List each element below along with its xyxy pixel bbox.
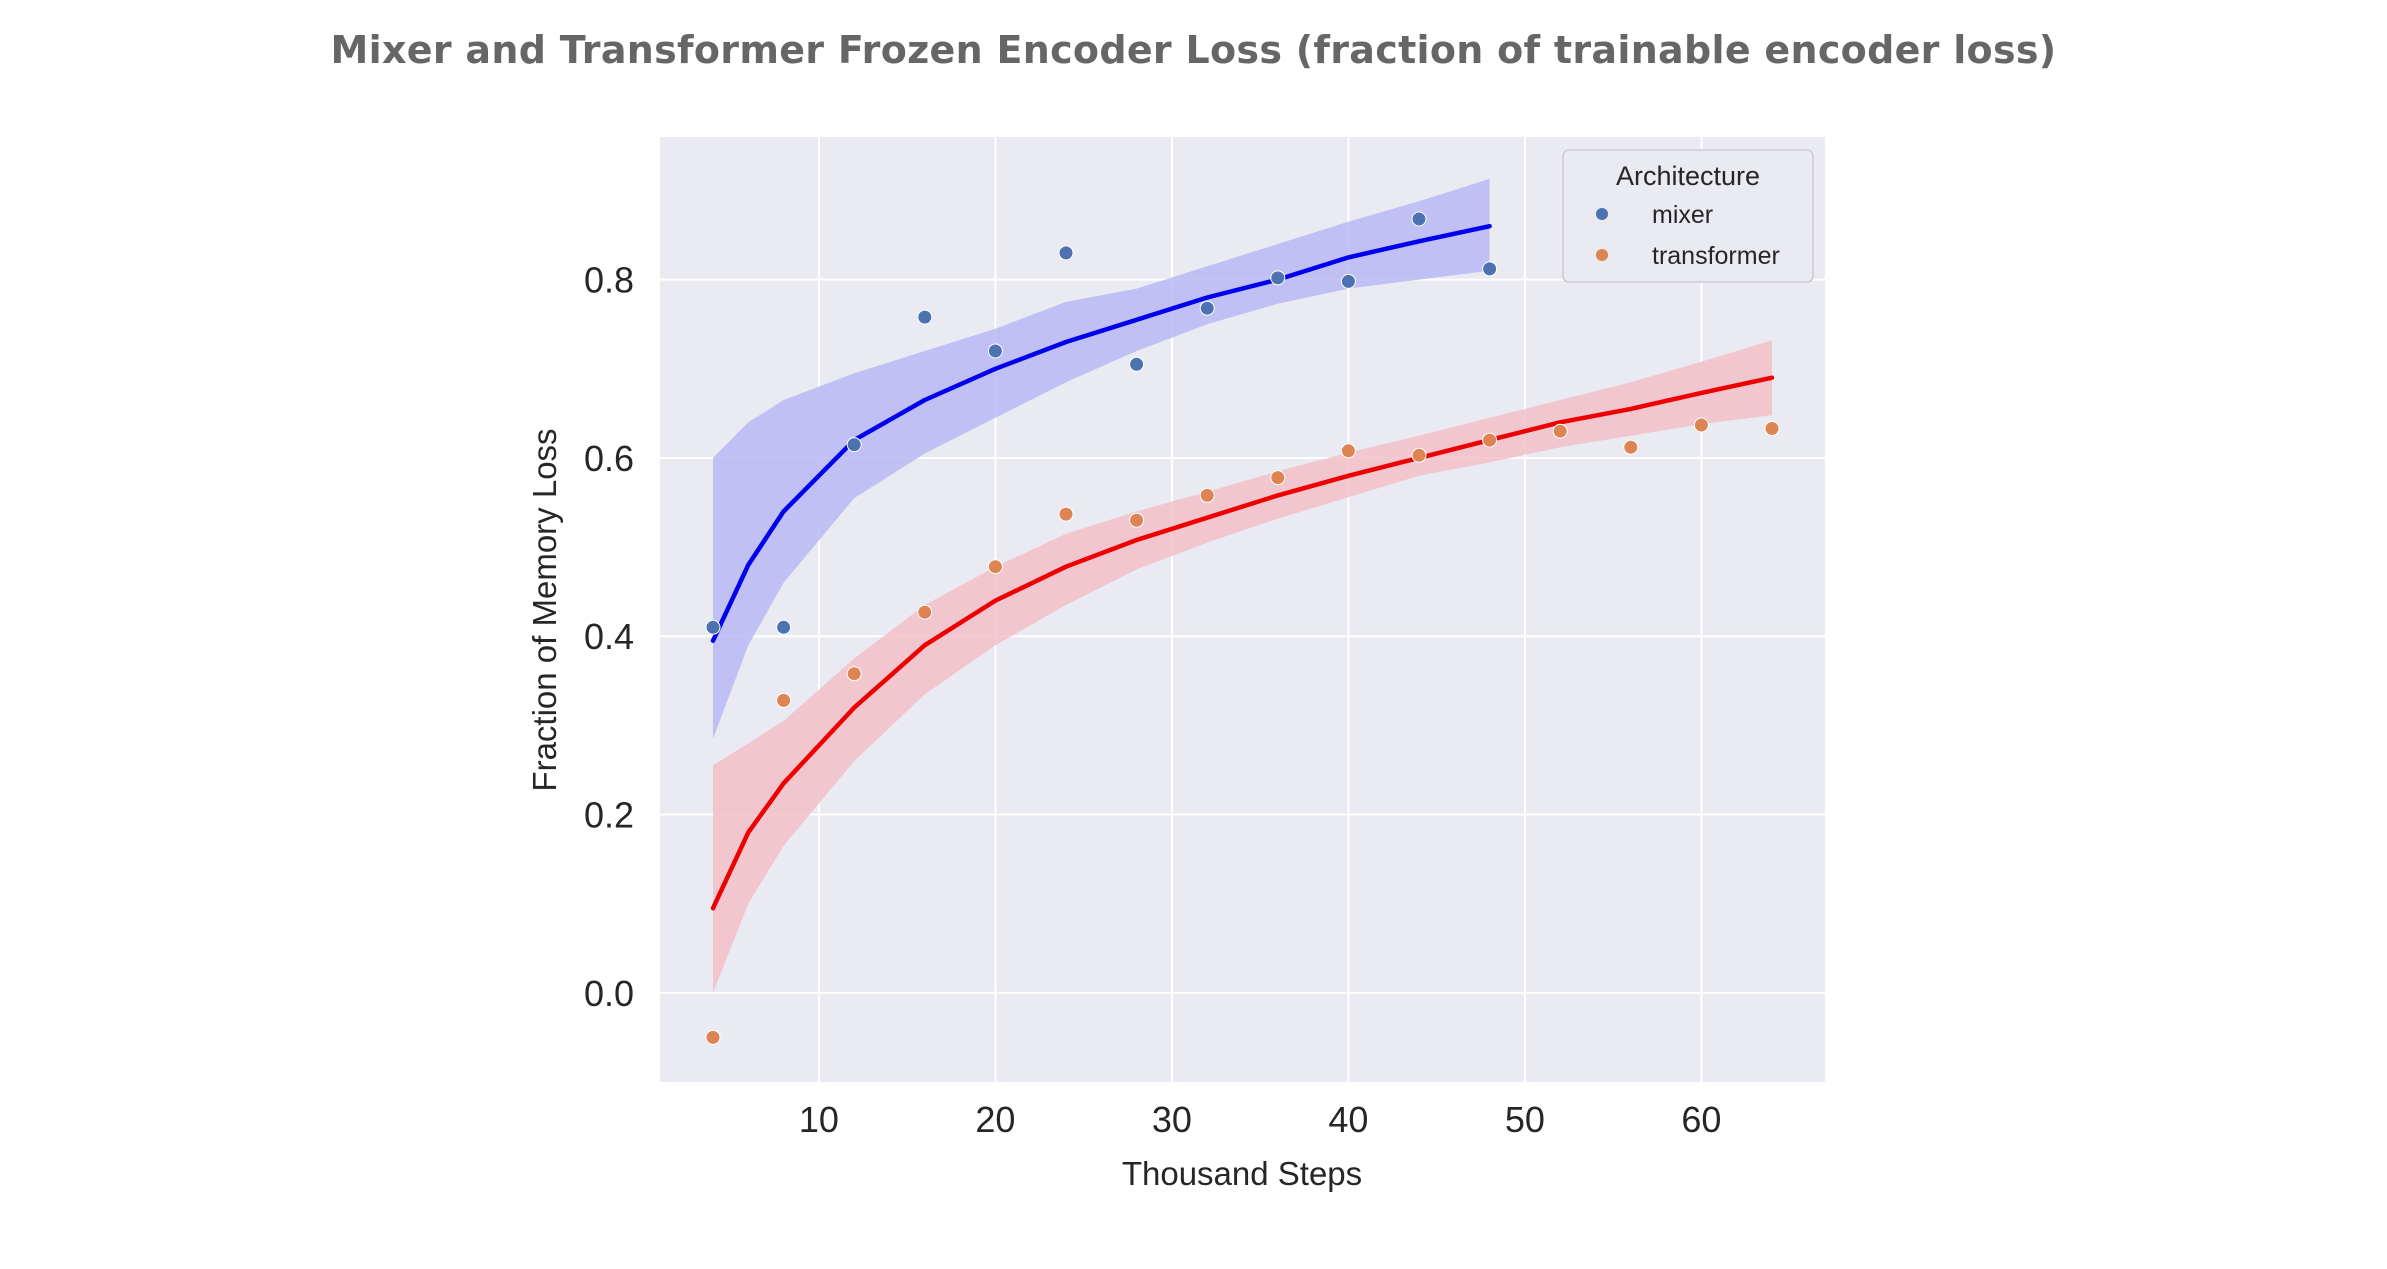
point-transformer xyxy=(1482,432,1498,448)
point-transformer xyxy=(1058,506,1074,522)
x-tick-label: 30 xyxy=(1152,1099,1192,1140)
x-tick-label: 40 xyxy=(1328,1099,1368,1140)
y-tick-label: 0.4 xyxy=(584,616,634,657)
point-transformer xyxy=(917,604,933,620)
y-tick-label: 0.6 xyxy=(584,438,634,479)
point-mixer xyxy=(1058,245,1074,261)
fit-line-mixer xyxy=(710,223,1492,643)
point-mixer xyxy=(1340,273,1356,289)
point-mixer xyxy=(705,619,721,635)
x-tick-labels: 10 20 30 40 50 60 xyxy=(799,1099,1722,1140)
point-transformer xyxy=(1340,443,1356,459)
point-transformer xyxy=(1199,487,1215,503)
point-transformer xyxy=(1693,417,1709,433)
band-transformer xyxy=(713,340,1772,993)
point-mixer xyxy=(1199,300,1215,316)
y-tick-label: 0.8 xyxy=(584,260,634,301)
x-gridlines xyxy=(817,137,1703,1082)
legend-marker-transformer xyxy=(1596,249,1608,261)
point-transformer xyxy=(776,692,792,708)
point-mixer xyxy=(987,343,1003,359)
y-tick-label: 0.0 xyxy=(584,973,634,1014)
legend-box xyxy=(1562,149,1814,283)
band-mixer xyxy=(713,178,1490,739)
point-mixer xyxy=(1129,356,1145,372)
y-tick-labels: 0.0 0.2 0.4 0.6 0.8 xyxy=(584,260,634,1014)
point-mixer xyxy=(917,309,933,325)
x-axis-label: Thousand Steps xyxy=(1122,1155,1362,1192)
x-tick-label: 10 xyxy=(799,1099,839,1140)
legend-label-transformer: transformer xyxy=(1652,242,1780,270)
point-transformer xyxy=(1129,512,1145,528)
point-transformer xyxy=(1623,439,1639,455)
point-mixer xyxy=(1411,211,1427,227)
point-transformer xyxy=(1552,423,1568,439)
y-tick-label: 0.2 xyxy=(584,795,634,836)
point-transformer xyxy=(1270,470,1286,486)
point-mixer xyxy=(1482,261,1498,277)
x-tick-label: 50 xyxy=(1505,1099,1545,1140)
fit-line-transformer xyxy=(710,375,1775,911)
point-mixer xyxy=(776,619,792,635)
legend: Architecture mixer transformer xyxy=(1562,149,1814,283)
point-transformer xyxy=(987,559,1003,575)
point-transformer xyxy=(1764,421,1780,436)
y-axis-label: Fraction of Memory Loss xyxy=(526,428,563,791)
legend-title: Architecture xyxy=(1616,161,1760,191)
point-mixer xyxy=(1270,270,1286,286)
legend-label-mixer: mixer xyxy=(1652,201,1713,229)
chart-title: Mixer and Transformer Frozen Encoder Los… xyxy=(330,28,2057,72)
point-mixer xyxy=(846,437,862,453)
x-tick-label: 20 xyxy=(975,1099,1015,1140)
point-transformer xyxy=(705,1029,721,1045)
point-transformer xyxy=(846,666,862,682)
legend-marker-mixer xyxy=(1596,208,1608,220)
confidence-bands xyxy=(713,178,1772,993)
fit-lines xyxy=(710,223,1775,911)
scatter-points xyxy=(705,211,1780,1045)
point-transformer xyxy=(1411,447,1427,463)
x-tick-label: 60 xyxy=(1681,1099,1721,1140)
